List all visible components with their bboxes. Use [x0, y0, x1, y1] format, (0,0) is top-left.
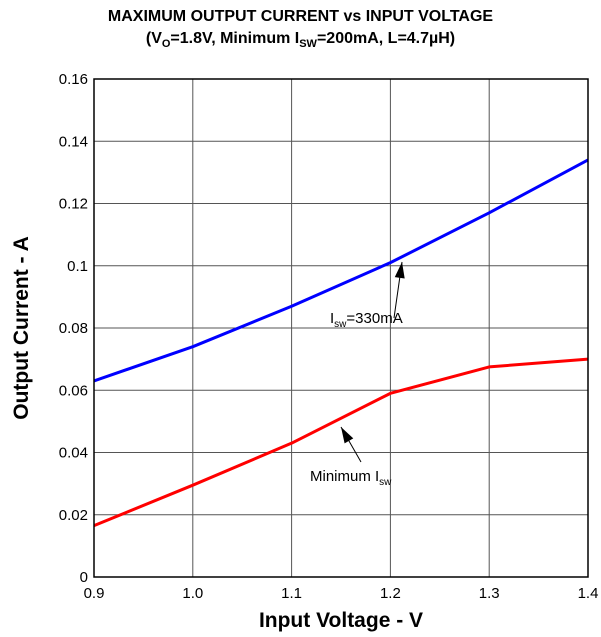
y-tick-label: 0.04 — [59, 445, 88, 462]
x-tick-label: 0.9 — [84, 585, 105, 602]
series-line-minimum-isw — [93, 357, 589, 528]
annotation-isw-330ma-arrowhead — [394, 262, 405, 279]
x-tick-label: 1.1 — [281, 585, 302, 602]
annotation-minimum-isw-arrowhead — [341, 427, 354, 444]
y-tick-label: 0.06 — [59, 382, 88, 399]
title-mid1: =1.8V, Minimum I — [170, 30, 300, 47]
x-axis-label: Input Voltage - V — [259, 609, 423, 632]
series-line-isw-330ma — [93, 158, 589, 383]
chart-title-line1: MAXIMUM OUTPUT CURRENT vs INPUT VOLTAGE — [107, 8, 494, 25]
y-tick-label: 0.14 — [59, 133, 88, 150]
y-tick-label: 0 — [80, 569, 88, 586]
x-tick-label: 1.4 — [578, 585, 599, 602]
y-tick-label: 0.08 — [59, 320, 88, 337]
annotation-minimum-isw-label-main: Minimum I — [310, 468, 379, 485]
y-axis-label: Output Current - A — [10, 236, 33, 420]
annotation-isw-330ma-label-main: I — [330, 310, 334, 327]
x-tick-label: 1.2 — [380, 585, 401, 602]
chart-title-line2: (VO=1.8V, Minimum ISW=200mA, L=4.7µH) — [0, 30, 601, 50]
y-tick-label: 0.02 — [59, 507, 88, 524]
annotation-isw-330ma-label-tail: =330mA — [346, 310, 402, 327]
y-tick-label: 0.16 — [59, 71, 88, 88]
tick-labels: 0.9 1.0 1.1 1.2 1.3 1.4 0 0.02 0.04 0.06 0.08 0.1 0.… — [59, 71, 599, 602]
title-sub-o: O — [161, 38, 171, 51]
y-tick-label: 0.12 — [59, 196, 88, 213]
title-open: (V — [145, 30, 162, 47]
title-sub-sw: SW — [299, 38, 317, 51]
x-tick-label: 1.3 — [479, 585, 500, 602]
title-mid2: =200mA, L=4.7µH) — [316, 30, 456, 47]
x-tick-label: 1.0 — [182, 585, 203, 602]
annotation-minimum-isw-label: Minimum Isw — [310, 468, 392, 488]
annotation-isw-330ma-label-sub: sw — [334, 319, 347, 330]
plot-frame — [93, 78, 589, 578]
y-tick-label: 0.1 — [67, 258, 88, 275]
annotation-isw-330ma-label: Isw=330mA — [330, 310, 403, 330]
annotation-minimum-isw-label-sub: sw — [379, 477, 392, 488]
series-lines — [93, 158, 589, 528]
